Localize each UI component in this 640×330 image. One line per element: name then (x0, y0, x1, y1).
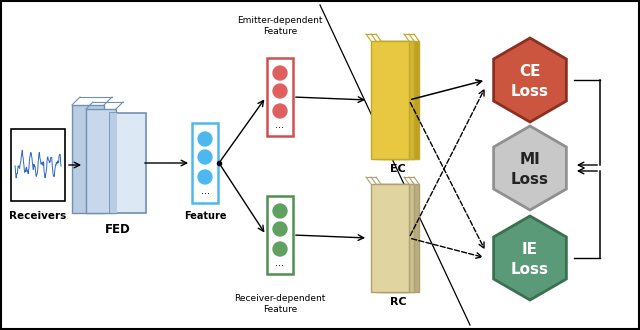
Text: Feature: Feature (184, 211, 227, 221)
FancyBboxPatch shape (110, 113, 117, 213)
Circle shape (198, 132, 212, 146)
FancyBboxPatch shape (381, 41, 419, 159)
FancyBboxPatch shape (86, 109, 116, 213)
Text: RC: RC (390, 297, 406, 307)
Text: Loss: Loss (511, 261, 549, 277)
Text: Receiver-dependent
Feature: Receiver-dependent Feature (234, 294, 326, 314)
FancyBboxPatch shape (376, 41, 414, 159)
FancyBboxPatch shape (376, 184, 414, 292)
Circle shape (273, 242, 287, 256)
Circle shape (273, 84, 287, 98)
FancyBboxPatch shape (72, 105, 104, 213)
Text: ...: ... (275, 258, 285, 268)
Circle shape (273, 66, 287, 80)
Text: Emitter-dependent
Feature: Emitter-dependent Feature (237, 16, 323, 36)
Text: CE: CE (519, 64, 541, 80)
FancyBboxPatch shape (371, 41, 409, 159)
Text: ...: ... (200, 186, 209, 196)
Text: MI: MI (520, 152, 540, 168)
Circle shape (273, 204, 287, 218)
Polygon shape (493, 38, 566, 122)
Circle shape (273, 222, 287, 236)
FancyBboxPatch shape (267, 196, 293, 274)
Circle shape (198, 170, 212, 184)
Text: Loss: Loss (511, 172, 549, 186)
Text: IE: IE (522, 243, 538, 257)
FancyBboxPatch shape (267, 58, 293, 136)
FancyBboxPatch shape (110, 113, 146, 213)
FancyBboxPatch shape (381, 184, 419, 292)
Text: EC: EC (390, 164, 406, 174)
FancyBboxPatch shape (371, 184, 409, 292)
Text: FED: FED (105, 223, 131, 236)
Circle shape (198, 150, 212, 164)
Text: ...: ... (275, 120, 285, 130)
Text: Loss: Loss (511, 83, 549, 98)
Polygon shape (493, 216, 566, 300)
Polygon shape (493, 126, 566, 210)
Text: Receivers: Receivers (10, 211, 67, 221)
FancyBboxPatch shape (192, 123, 218, 203)
FancyBboxPatch shape (11, 129, 65, 201)
Circle shape (273, 104, 287, 118)
